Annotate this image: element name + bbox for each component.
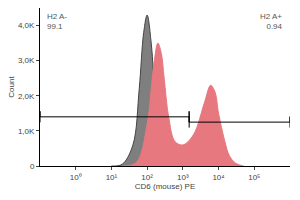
svg-text:2,0K: 2,0K: [18, 92, 35, 101]
svg-text:1,0K: 1,0K: [18, 127, 35, 136]
svg-text:3,0K: 3,0K: [18, 56, 35, 65]
svg-text:10¹: 10¹: [106, 173, 118, 182]
svg-text:0: 0: [30, 162, 35, 171]
svg-text:CD6 (mouse) PE: CD6 (mouse) PE: [135, 182, 195, 191]
svg-text:10⁵: 10⁵: [248, 173, 260, 182]
svg-text:10⁴: 10⁴: [212, 173, 225, 182]
svg-text:H2 A-99.1: H2 A-99.1: [47, 12, 67, 31]
svg-text:10³: 10³: [177, 173, 189, 182]
svg-text:10⁰: 10⁰: [70, 173, 82, 182]
svg-text:4,0K: 4,0K: [18, 21, 35, 30]
svg-text:Count: Count: [7, 76, 16, 98]
svg-text:H2 A+0.94: H2 A+0.94: [260, 12, 283, 31]
svg-text:10²: 10²: [141, 173, 153, 182]
